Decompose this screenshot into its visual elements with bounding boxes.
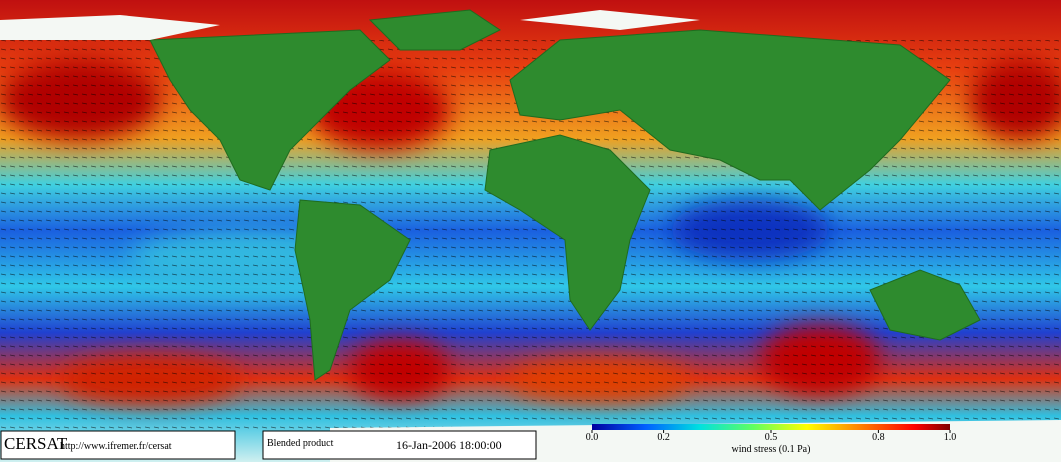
continents (149, 9, 981, 381)
colorbar-tick-label: 1.0 (944, 432, 957, 443)
product-name: Blended product (267, 438, 334, 449)
colorbar-tick-label: 0.5 (765, 432, 778, 443)
colorbar-tick-label: 0.2 (657, 432, 670, 443)
colorbar-tick-label: 0.8 (872, 432, 885, 443)
colorbar-title: wind stress (0.1 Pa) (732, 444, 811, 455)
colorbar-tick-label: 0.0 (586, 432, 599, 443)
product-box (262, 430, 537, 460)
logo-name: CERSAT (4, 434, 68, 453)
product-date: 16-Jan-2006 18:00:00 (396, 438, 502, 452)
logo-box (0, 430, 236, 460)
colorbar (592, 424, 950, 430)
logo-url: http://www.ifremer.fr/cersat (60, 441, 172, 452)
